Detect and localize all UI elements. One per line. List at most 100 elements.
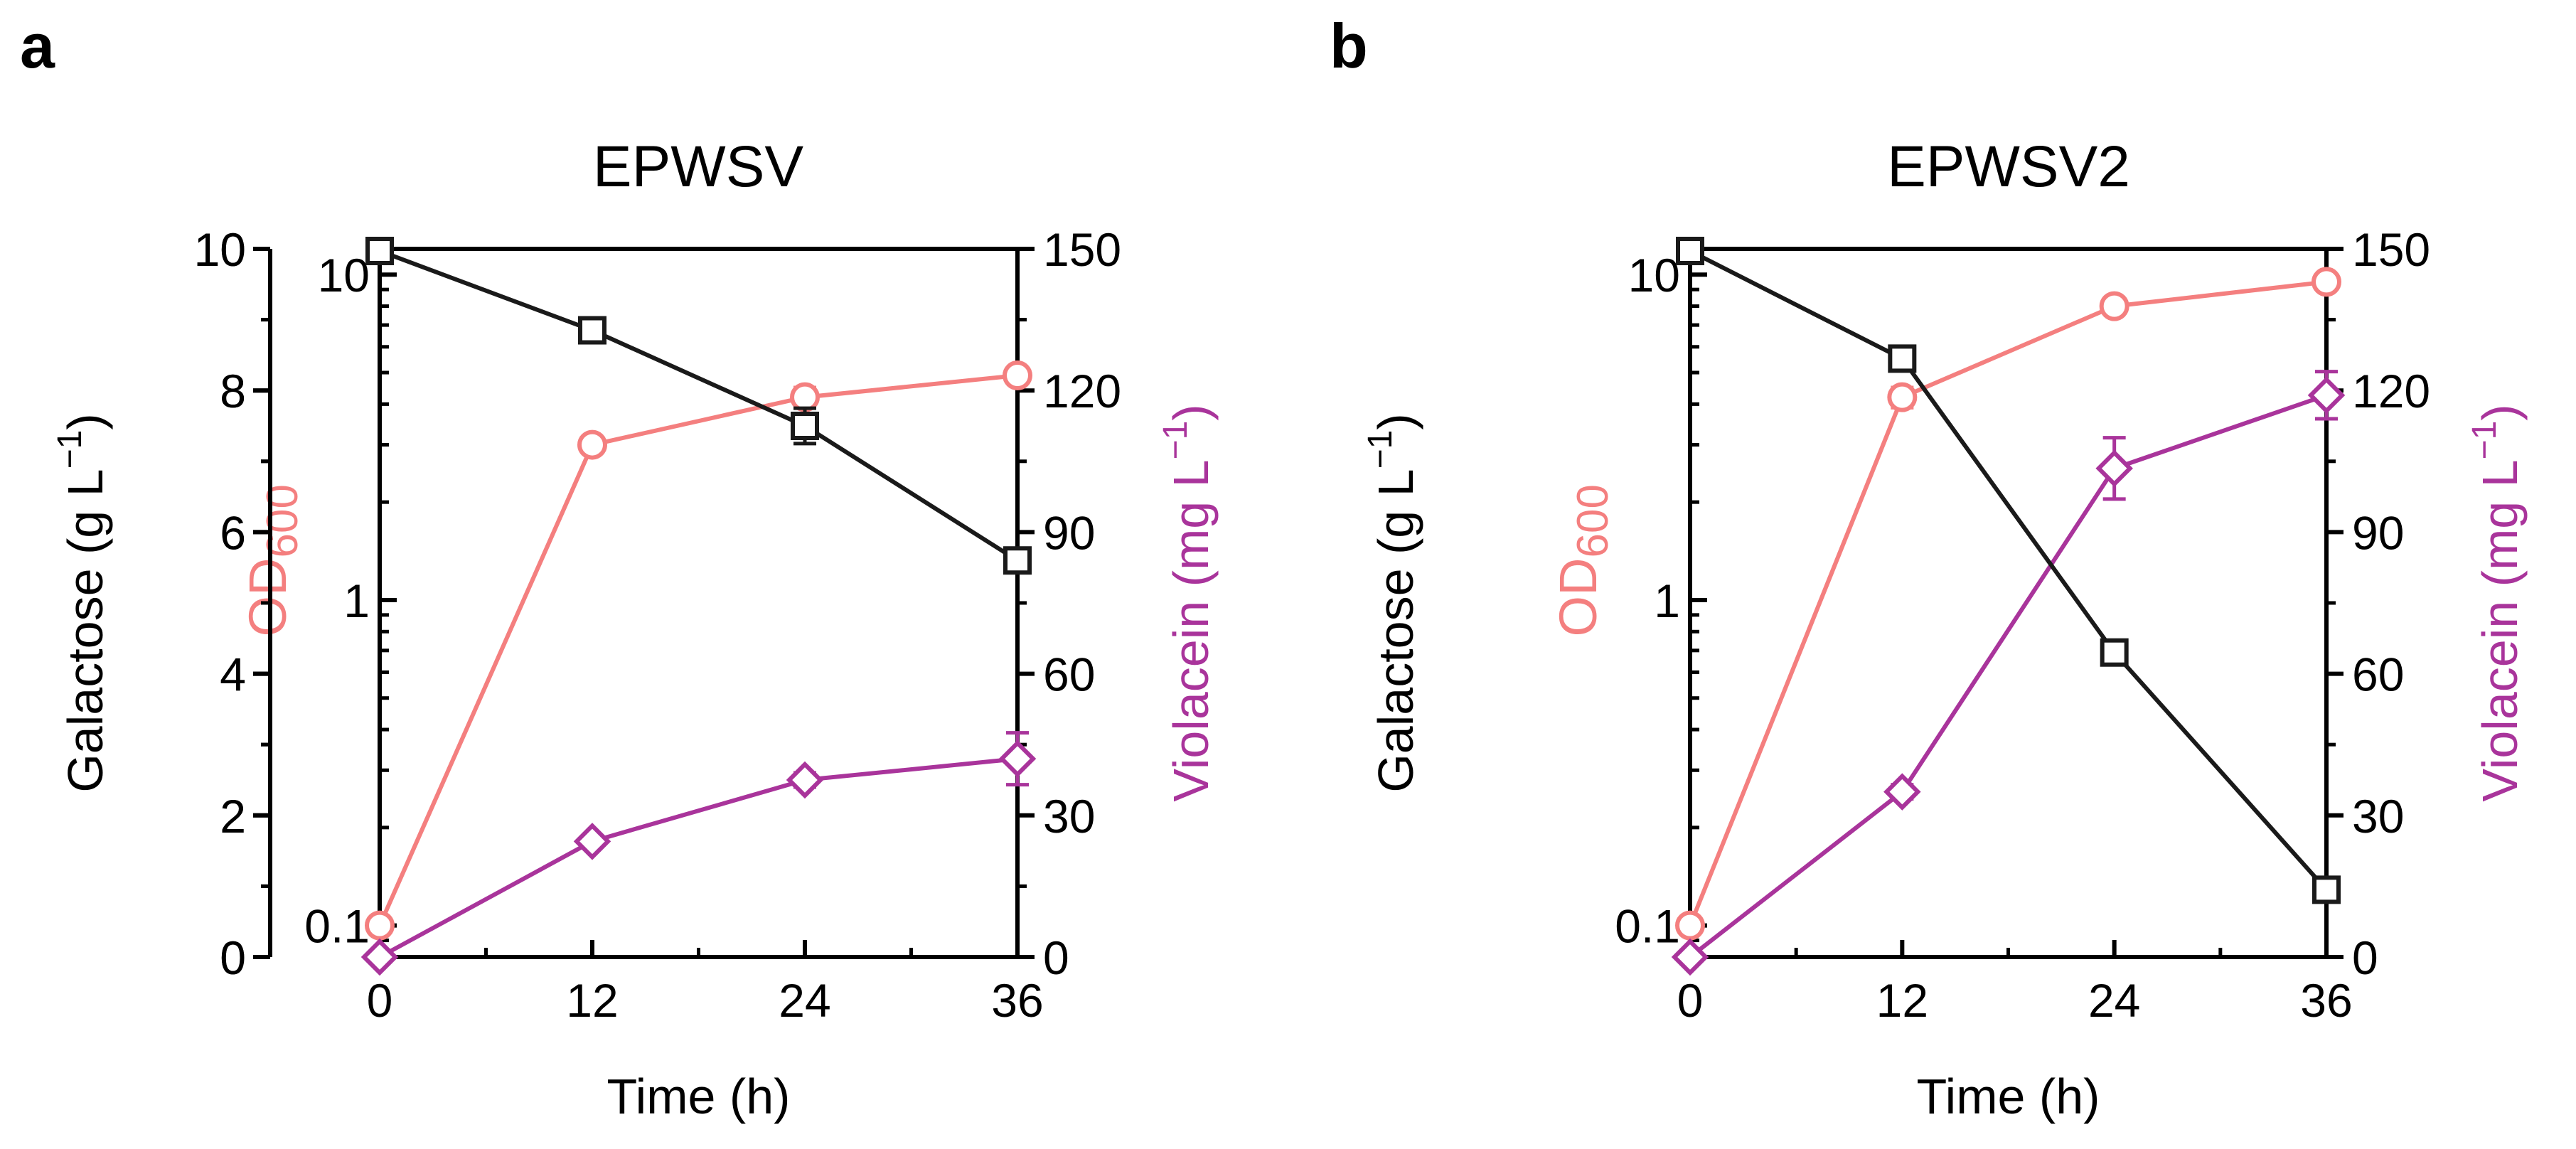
od600-axis-label: OD600	[1549, 484, 1618, 636]
violacein-label-close: )	[1163, 404, 1219, 420]
x-tick-label: 12	[566, 974, 618, 1027]
violacein-tick-label: 120	[2352, 365, 2430, 417]
od600-label-sub: 600	[258, 484, 307, 557]
x-tick-label: 24	[2088, 974, 2140, 1027]
plot-frame	[378, 247, 1020, 959]
x-axis: 0 12 24 36 Time (h)	[367, 940, 1044, 1124]
od600-line	[1688, 279, 2327, 926]
violacein-label-text: Violacein (mg L	[1163, 459, 1219, 801]
violacein-point	[360, 938, 399, 976]
violacein-point	[998, 739, 1037, 778]
x-tick-label: 0	[367, 974, 393, 1027]
galactose-point	[365, 236, 394, 265]
violacein-tick-label: 30	[1043, 790, 1095, 843]
x-tick-label: 36	[991, 974, 1043, 1027]
violacein-tick-label: 150	[2352, 223, 2430, 276]
violacein-label-close: )	[2472, 404, 2528, 420]
galactose-point	[578, 316, 606, 345]
violacein-axis-label: Violacein (mg L−1)	[2466, 404, 2528, 801]
galactose-axis-label: Galactose (g L−1)	[1362, 413, 1423, 792]
violacein-point	[2307, 376, 2346, 415]
violacein-tick-label: 150	[1043, 223, 1121, 276]
chart-title: EPWSV2	[1887, 134, 2130, 199]
galactose-point	[2312, 875, 2341, 904]
violacein-point	[573, 823, 611, 860]
galactose-tick-label: 4	[220, 648, 246, 701]
x-axis-label: Time (h)	[607, 1069, 791, 1124]
galactose-tick-label: 10	[194, 223, 246, 276]
od600-point	[790, 382, 820, 412]
od600-tick-label: 1	[343, 574, 370, 627]
violacein-tick-label: 90	[2352, 506, 2404, 559]
galactose-point	[1888, 344, 1917, 373]
od600-point	[365, 910, 395, 941]
od600-line	[378, 373, 1018, 926]
series-od600	[1675, 267, 2341, 941]
x-tick-label: 36	[2300, 974, 2352, 1027]
od600-tick-label: 1	[1654, 574, 1680, 627]
violacein-tick-label: 60	[2352, 648, 2404, 701]
violacein-line	[1689, 393, 2327, 959]
violacein-axis-label: Violacein (mg L−1)	[1157, 404, 1219, 801]
galactose-tick-label: 4	[220, 648, 246, 701]
od600-point	[1675, 910, 1705, 941]
x-tick-label: 0	[1677, 974, 1704, 1027]
galactose-tick-label: 0	[220, 931, 246, 984]
galactose-tick-label: 0	[220, 931, 246, 984]
x-axis: 0 12 24 36 Time (h)	[1677, 940, 2353, 1124]
od600-point	[2099, 291, 2129, 321]
galactose-tick-label: 6	[220, 506, 246, 559]
series-galactose	[365, 236, 1032, 575]
galactose-point	[1676, 236, 1704, 265]
od600-tick-label: 0.1	[1615, 900, 1680, 953]
chart-title: EPWSV	[593, 134, 803, 199]
od600-axis-label: OD600	[238, 484, 307, 636]
od600-point	[2312, 267, 2341, 297]
galactose-tick-label: 2	[220, 790, 246, 843]
violacein-label-text: Violacein (mg L	[2472, 459, 2528, 801]
violacein-tick-label: 120	[1043, 365, 1121, 417]
violacein-point	[1671, 938, 1709, 976]
galactose-tick-label: 2	[220, 790, 246, 843]
od600-point	[577, 429, 607, 460]
panel-label: a	[20, 11, 55, 81]
violacein-label-exp: −1	[1157, 421, 1195, 460]
od600-point	[1887, 382, 1918, 412]
violacein-point	[786, 761, 824, 799]
violacein-tick-label: 0	[1043, 931, 1069, 984]
violacein-axis: 0 30 60 90 120 150 Violacein (mg L−1)	[2326, 223, 2528, 984]
galactose-label-exp: −1	[51, 430, 89, 469]
od600-label-text: OD	[1549, 557, 1608, 636]
galactose-label-close: )	[1368, 413, 1423, 429]
violacein-line	[378, 757, 1018, 959]
od600-axis: 0.1 1 10 OD600	[1549, 249, 1707, 959]
violacein-tick-label: 90	[1043, 506, 1095, 559]
galactose-point	[791, 412, 819, 440]
galactose-label-text: Galactose (g L	[1368, 469, 1423, 792]
galactose-line	[1689, 249, 2329, 892]
od600-label-text: OD	[238, 557, 297, 636]
galactose-point	[1003, 546, 1032, 575]
galactose-tick-label: 10	[194, 223, 246, 276]
series-galactose	[1676, 236, 2341, 904]
violacein-point	[2095, 449, 2133, 488]
galactose-tick-label: 8	[220, 365, 246, 417]
x-axis-label: Time (h)	[1917, 1069, 2100, 1124]
galactose-label-text: Galactose (g L	[58, 469, 113, 792]
galactose-line	[378, 249, 1019, 562]
x-tick-label: 24	[779, 974, 830, 1027]
od600-tick-label: 10	[318, 249, 370, 301]
galactose-tick-label: 6	[220, 506, 246, 559]
plot-frame	[1688, 247, 2329, 959]
od600-tick-label: 0.1	[304, 900, 370, 953]
panel-label: b	[1330, 11, 1368, 81]
od600-label-sub: 600	[1568, 484, 1618, 557]
od600-tick-label: 10	[1628, 249, 1680, 301]
x-tick-label: 12	[1876, 974, 1928, 1027]
od600-point	[1003, 360, 1032, 391]
galactose-label-close: )	[58, 413, 113, 429]
galactose-tick-label: 8	[220, 365, 246, 417]
